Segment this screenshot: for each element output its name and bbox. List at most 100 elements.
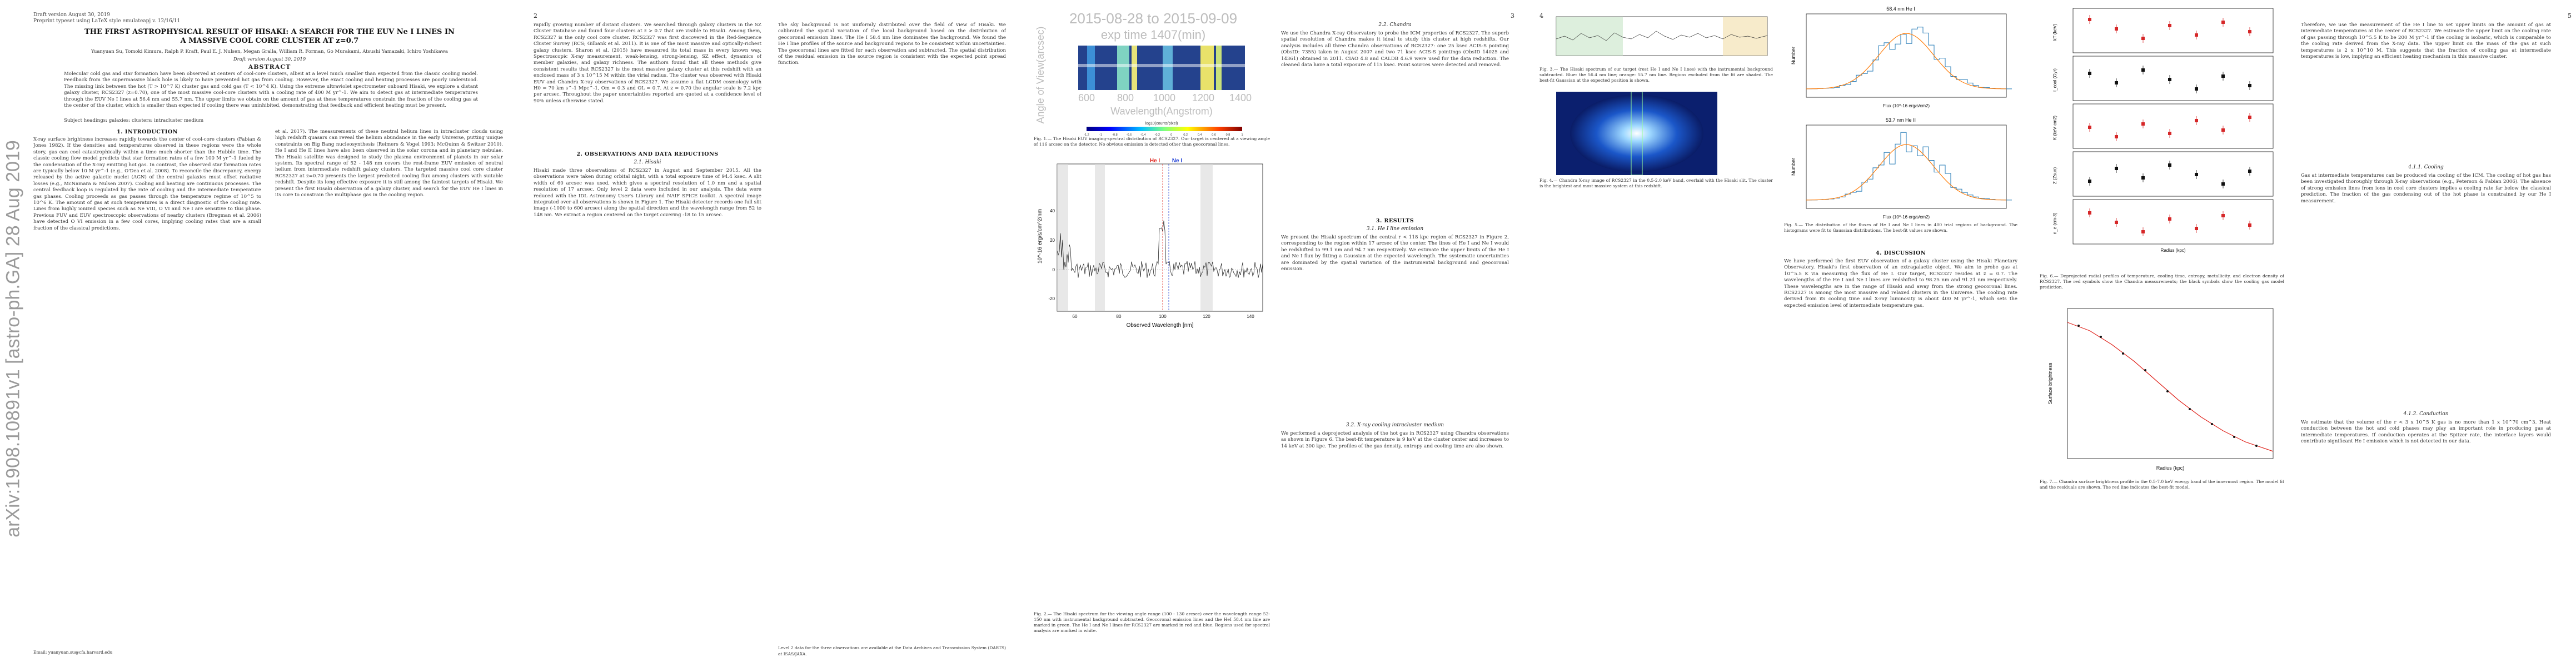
cooling-text: Gas at intermediate temperatures can be … bbox=[2301, 173, 2551, 204]
fig6-panel-label: K (keV cm2) bbox=[2052, 116, 2057, 140]
fig2-spectrum-line bbox=[1057, 220, 1263, 278]
fig1-title-line2: exp time 1407(min) bbox=[1101, 28, 1205, 42]
fig6-panel bbox=[2072, 199, 2274, 245]
fig2-shaded-region bbox=[1057, 164, 1068, 311]
page-4: 4 Fig. 3.— The Hisaki spectrum of our ta… bbox=[1539, 0, 2017, 667]
figure-3-caption: Fig. 3.— The Hisaki spectrum of our targ… bbox=[1539, 67, 1773, 83]
page2-right-column: The sky background is not uniformly dist… bbox=[778, 22, 1006, 66]
subsection-xray-cooling: 3.2. X-ray cooling intracluster medium bbox=[1346, 422, 1444, 428]
subsection-hisaki: 2.1. Hisaki bbox=[634, 160, 661, 165]
page-number: 2 bbox=[534, 12, 537, 19]
fig2-xlabel: Observed Wavelength [nm] bbox=[1127, 322, 1194, 328]
fig7-ylabel: Surface brightness bbox=[2047, 362, 2053, 405]
fig2-shaded-region bbox=[1200, 164, 1213, 311]
fig6-panel-label: n_e (cm-3) bbox=[2052, 212, 2057, 234]
fig2-xtick: 140 bbox=[1247, 314, 1254, 319]
figure-2-spectrum: 10^-16 erg/s/cm^2/nm He I Ne I -20 0 20 … bbox=[1037, 158, 1263, 328]
fig5-axes-2 bbox=[1806, 125, 2007, 209]
fig6-panel bbox=[2072, 8, 2274, 53]
fig1-colorbar-tick: 0.4 bbox=[1198, 133, 1202, 137]
fig6-panel bbox=[2072, 56, 2274, 101]
fig7-point bbox=[2166, 390, 2169, 392]
figure-5-caption: Fig. 5.— The distribution of the fluxes … bbox=[1784, 222, 2017, 233]
page-2: 2 rapidly growing number of distant clus… bbox=[534, 0, 1012, 667]
paper-title: THE FIRST ASTROPHYSICAL RESULT OF HISAKI… bbox=[84, 28, 455, 45]
fig2-xtick: 60 bbox=[1073, 314, 1078, 319]
figure-2-caption: Fig. 2.— The Hisaki spectrum for the vie… bbox=[1034, 611, 1270, 633]
fig7-point bbox=[2233, 436, 2235, 438]
fig2-shaded-regions bbox=[1057, 164, 1213, 311]
page2-left-column: rapidly growing number of distant cluste… bbox=[534, 22, 761, 104]
fig7-data-points bbox=[2077, 325, 2258, 447]
figure-5-histograms: 58.4 nm He I Number Flux (10^-16 erg/s/c… bbox=[1791, 6, 2012, 220]
figure-4-chandra-image bbox=[1556, 92, 1717, 175]
author-list: Yuanyuan Su, Tomoki Kimura, Ralph P. Kra… bbox=[91, 49, 448, 54]
section-introduction: 1. INTRODUCTION bbox=[117, 129, 178, 135]
fig1-colorbar-tick: 0 bbox=[1170, 133, 1172, 137]
page-1: Draft version August 30, 2019 Preprint t… bbox=[31, 0, 511, 667]
fig2-ytick: 40 bbox=[1050, 208, 1055, 213]
fig6-panel-label: Z (Zsun) bbox=[2052, 167, 2057, 185]
subsection-conduction: 4.1.2. Conduction bbox=[2403, 411, 2449, 417]
fig1-colorbar-tick: 0.6 bbox=[1212, 133, 1216, 137]
fig5-title-2: 53.7 nm He II bbox=[1886, 117, 1916, 123]
fig1-xtick: 1200 bbox=[1192, 92, 1214, 103]
page-number: 4 bbox=[1539, 12, 1543, 19]
fig1-xlabel: Wavelength(Angstrom) bbox=[1110, 106, 1212, 117]
draft-date: Draft version August 30, 2019 bbox=[233, 57, 306, 62]
conduction-text: We estimate that the volume of the r < 3… bbox=[2301, 420, 2551, 445]
fig2-yticks: -20 0 20 40 bbox=[1048, 208, 1055, 301]
xray-text: We performed a deprojected analysis of t… bbox=[1281, 431, 1509, 449]
fig5-gaussian-2 bbox=[1806, 144, 2007, 201]
fig1-xticks: 600 800 1000 1200 1400 bbox=[1078, 92, 1252, 103]
intro-left-column: X-ray surface brightness increases rapid… bbox=[33, 137, 261, 231]
fig1-colorbar-label: log10(counts/pixel) bbox=[1145, 122, 1178, 126]
fig1-colorbar-tick: -0.8 bbox=[1112, 133, 1117, 137]
fig7-point bbox=[2077, 325, 2080, 327]
fig7-point bbox=[2189, 408, 2191, 410]
fig1-xtick: 1400 bbox=[1229, 92, 1252, 103]
fig2-nei-label: Ne I bbox=[1172, 158, 1183, 164]
draft-line: Draft version August 30, 2019 bbox=[33, 12, 111, 18]
fig5-xlabel-2: Flux (10^-16 erg/s/cm2) bbox=[1883, 215, 1930, 220]
fig2-ytick: 0 bbox=[1053, 267, 1055, 272]
fig1-colorbar-tick: 0.2 bbox=[1183, 133, 1188, 137]
fig7-model-curve bbox=[2067, 322, 2274, 452]
fig1-colorbar-tick: -1.2 bbox=[1084, 133, 1089, 137]
fig1-ylabel: Angle of View(arcsec) bbox=[1035, 27, 1046, 124]
figure-1-caption: Fig. 1.— The Hisaki EUV imaging-spectral… bbox=[1034, 136, 1270, 147]
figure-4-caption: Fig. 4.— Chandra X-ray image of RCS2327 … bbox=[1539, 178, 1773, 188]
fig1-image-panel bbox=[1078, 46, 1245, 90]
fig3-spectrum-line bbox=[1556, 31, 1768, 41]
fig2-axes bbox=[1057, 163, 1263, 312]
fig6-panel bbox=[2072, 103, 2274, 149]
footnote: Email: yuanyuan.su@cfa.harvard.edu bbox=[33, 650, 113, 655]
fig1-colorbar-tick: 0.8 bbox=[1226, 133, 1230, 137]
fig4-slit bbox=[1631, 92, 1643, 175]
fig6-panel-label: kT (keV) bbox=[2052, 24, 2057, 41]
fig1-colorbar bbox=[1087, 127, 1242, 131]
fig1-colorbar-ticks: -1.2 -1 -0.8 -0.6 -0.4 -0.2 0 0.2 0.4 0.6 0.8 1 bbox=[1084, 133, 1243, 137]
fig2-xtick: 120 bbox=[1203, 314, 1210, 319]
abstract-heading: ABSTRACT bbox=[248, 63, 291, 71]
fig2-shaded-region bbox=[1095, 164, 1105, 311]
fig2-hei-label: He I bbox=[1150, 158, 1160, 164]
fig3-shaded-region bbox=[1723, 17, 1767, 56]
section-observations: 2. OBSERVATIONS AND DATA REDUCTIONS bbox=[576, 151, 719, 157]
fig5-ylabel-2: Number bbox=[1791, 158, 1796, 176]
fig5-histogram-1 bbox=[1806, 27, 2012, 89]
fig2-xticks: 60 80 100 120 140 bbox=[1073, 314, 1255, 319]
page-5: 5 kT (keV) t_cool (Gyr) K (keV cm2) Z (Zsun… bbox=[2040, 0, 2573, 667]
fig2-xtick: 100 bbox=[1159, 314, 1167, 319]
figure-6-caption: Fig. 6.— Deprojected radial profiles of … bbox=[2040, 273, 2284, 290]
fig7-point bbox=[2144, 369, 2146, 371]
fig1-colorbar-tick: -0.2 bbox=[1155, 133, 1160, 137]
chandra-text: We use the Chandra X-ray Observatory to … bbox=[1281, 31, 1509, 68]
figure-3-spectrum bbox=[1556, 16, 1768, 56]
keywords: Subject headings: galaxies: clusters: in… bbox=[64, 118, 204, 123]
page2-footnotes: Level 2 data for the three observations … bbox=[778, 645, 1006, 657]
fig7-axes bbox=[2067, 308, 2274, 459]
fig2-ytick: 20 bbox=[1050, 238, 1055, 243]
fig5-title-1: 58.4 nm He I bbox=[1886, 6, 1915, 12]
fig1-xtick: 1000 bbox=[1153, 92, 1175, 103]
